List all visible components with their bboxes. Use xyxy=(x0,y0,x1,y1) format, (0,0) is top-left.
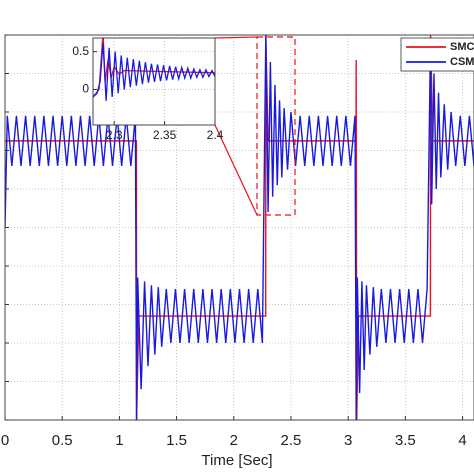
data-line xyxy=(93,42,215,101)
x-tick-label: 2.35 xyxy=(153,128,177,142)
x-tick-label: 0 xyxy=(1,432,9,449)
axes-box xyxy=(4,34,474,421)
x-tick-label: 1.5 xyxy=(166,432,187,449)
x-tick-label: 2.5 xyxy=(281,432,302,449)
inset-axes: 2.3 2.35 2.4 0 0.5 xyxy=(72,37,224,142)
x-tick-label: 1 xyxy=(115,432,123,449)
x-tick-label: 3.5 xyxy=(395,432,416,449)
legend: SMC CSMC xyxy=(400,37,474,72)
x-tick-label: 2.3 xyxy=(106,128,123,142)
x-axis-label: Time [Sec] xyxy=(201,452,272,469)
legend-box xyxy=(400,37,474,72)
axes-box xyxy=(92,37,216,126)
x-tick-label: 0.5 xyxy=(52,432,73,449)
zoom-box xyxy=(256,36,296,216)
x-tick-label: 4 xyxy=(458,432,466,449)
zoom-connector xyxy=(214,124,258,216)
y-tick-label: 0 xyxy=(82,82,89,96)
x-tick-label: 3 xyxy=(344,432,352,449)
data-line xyxy=(5,35,474,420)
x-tick-label: 2.4 xyxy=(207,128,224,142)
x-tick-label: 2 xyxy=(230,432,238,449)
legend-label: CSMC xyxy=(450,56,474,68)
zoom-connector xyxy=(214,36,258,39)
main-axes: 0 0.5 1 1.5 2 2.5 3 3.5 4 SMC CSMC xyxy=(1,34,474,449)
legend-label: SMC xyxy=(450,41,474,53)
y-tick-label: 0.5 xyxy=(72,44,89,58)
